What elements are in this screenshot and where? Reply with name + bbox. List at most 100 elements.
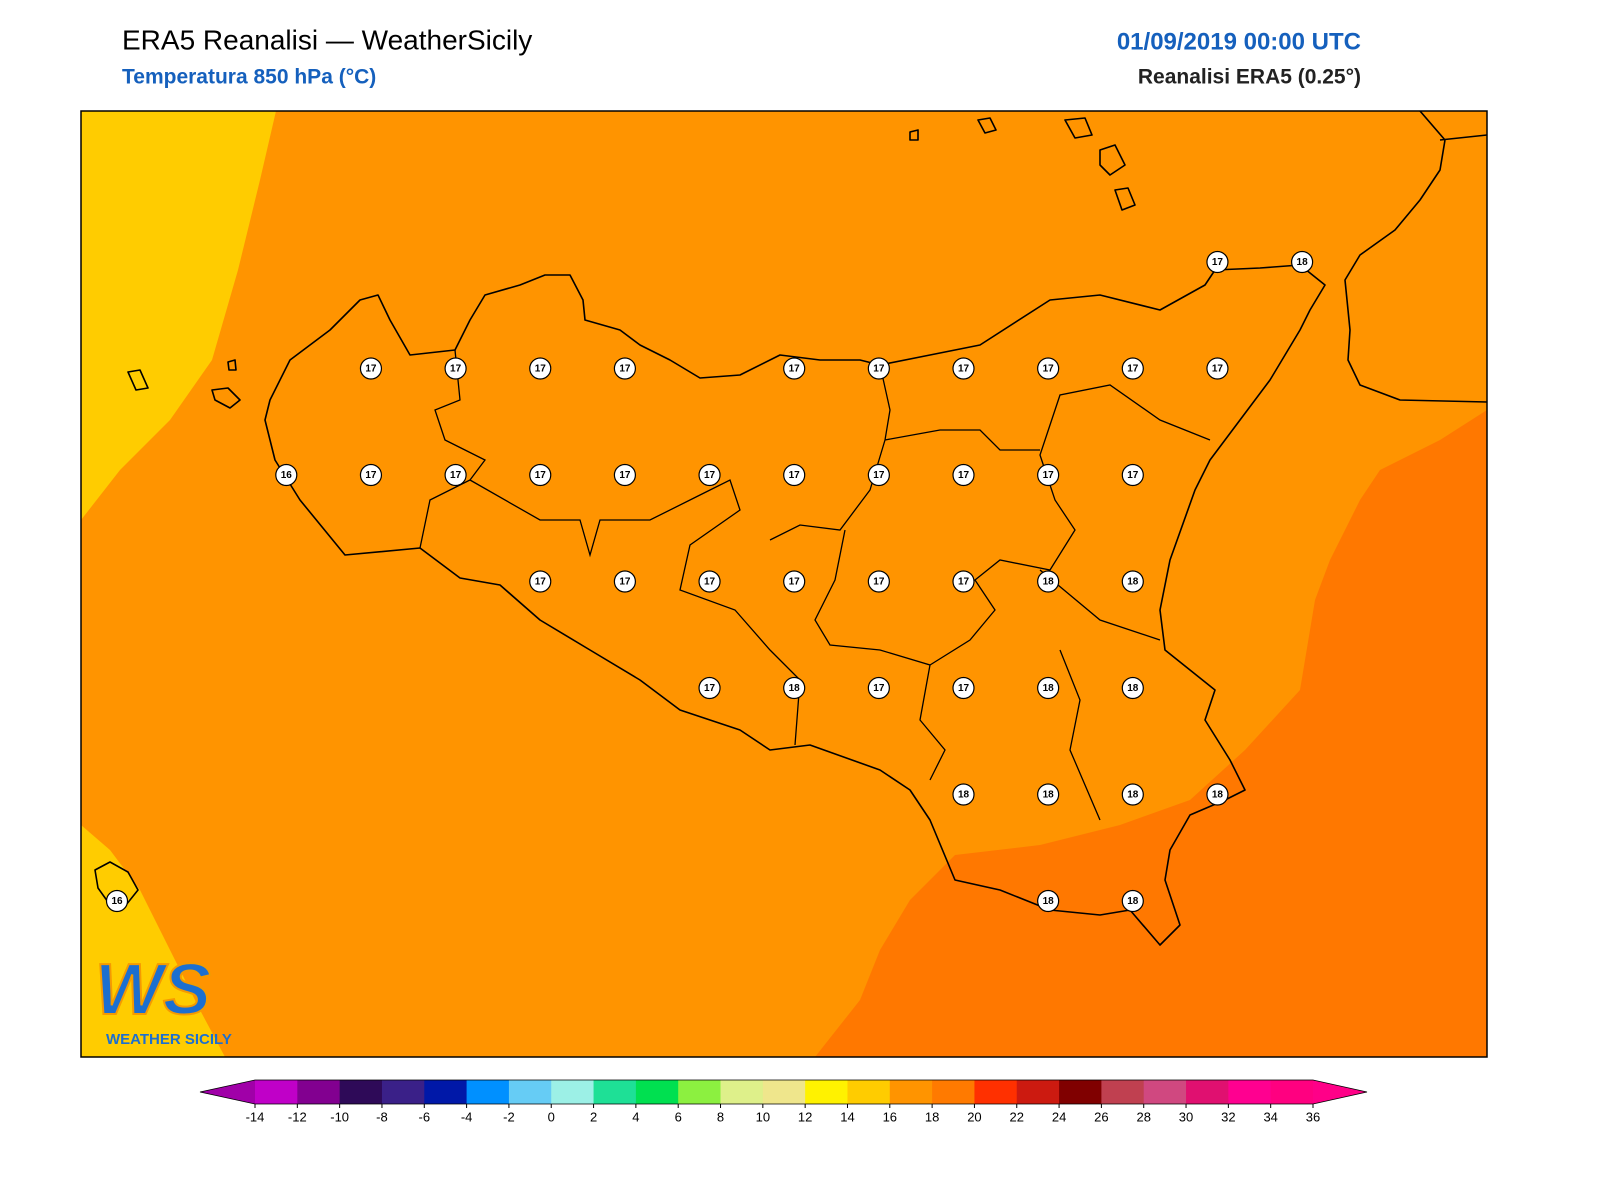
colorbar-tick-label: 30: [1179, 1109, 1193, 1124]
logo: WS WEATHER SICILY: [94, 949, 232, 1048]
station-value: 17: [873, 683, 885, 694]
colorbar-segment: [381, 1080, 425, 1104]
colorbar-tick-label: 20: [967, 1109, 981, 1124]
station-marker: [1037, 676, 1060, 700]
station-marker: [1037, 783, 1060, 806]
station-value: 18: [1043, 683, 1055, 694]
station-value: 18: [1127, 577, 1139, 588]
station-value: 18: [1297, 257, 1309, 268]
station-value: 18: [1043, 577, 1055, 588]
station-marker: [275, 463, 298, 487]
station-value: 17: [450, 364, 462, 375]
station-value: 17: [873, 577, 885, 588]
colorbar-tick-label: -6: [418, 1109, 430, 1124]
station-marker: [1037, 463, 1060, 487]
station-marker: [1121, 889, 1144, 913]
station-marker: [952, 783, 975, 806]
colorbar-segment: [424, 1080, 468, 1104]
colorbar-segment: [508, 1080, 552, 1104]
station-marker: [698, 676, 721, 700]
colorbar-tick-label: 36: [1306, 1109, 1320, 1124]
date: 01/09/2019 00:00 UTC: [1117, 28, 1361, 55]
station-marker: [698, 570, 721, 593]
colorbar-tick-label: -8: [376, 1109, 388, 1124]
colorbar-segment: [678, 1080, 722, 1104]
station-marker: [783, 463, 806, 487]
station-marker: [444, 463, 467, 487]
colorbar-tick-label: 24: [1052, 1109, 1066, 1124]
station-marker: [1037, 889, 1060, 913]
station-marker: [1037, 570, 1060, 593]
colorbar-segment: [255, 1080, 298, 1104]
station-value: 17: [873, 364, 885, 375]
map-frame: [80, 110, 1488, 1058]
colorbar-tick-label: 32: [1221, 1109, 1235, 1124]
station-value: 17: [619, 577, 631, 588]
colorbar-segment: [593, 1080, 637, 1104]
colorbar-segment: [466, 1080, 510, 1104]
station-value: 16: [111, 896, 123, 907]
station-value: 17: [365, 364, 377, 375]
colorbar-segment: [805, 1080, 848, 1104]
colorbar-tick-label: 14: [840, 1109, 854, 1124]
station-marker: [952, 570, 975, 593]
colorbar-segment: [339, 1080, 383, 1104]
title: ERA5 Reanalisi — WeatherSicily: [122, 24, 532, 55]
colorbar-segment: [1101, 1080, 1145, 1104]
colorbar-segment: [1186, 1080, 1229, 1104]
station-marker: [952, 357, 975, 380]
station-value: 17: [704, 470, 716, 481]
station-marker: [359, 463, 383, 487]
station-marker: [613, 463, 637, 487]
colorbar-segment: [1270, 1080, 1314, 1104]
colorbar-extend-high: [1313, 1080, 1367, 1104]
colorbar-segment: [1143, 1080, 1187, 1104]
colorbar-tick-label: 28: [1136, 1109, 1150, 1124]
station-value: 17: [789, 364, 801, 375]
station-marker: [867, 357, 890, 380]
station-marker: [105, 889, 129, 913]
station-marker: [698, 463, 721, 487]
temperature-field: [81, 111, 1487, 1057]
colorbar-segment: [551, 1080, 595, 1104]
logo-text: WEATHER SICILY: [106, 1031, 232, 1048]
station-marker: [1206, 250, 1229, 274]
station-marker: [1290, 250, 1314, 274]
station-value: 17: [450, 470, 462, 481]
station-value: 18: [958, 790, 970, 801]
station-marker: [783, 676, 806, 700]
colorbar-segment: [974, 1080, 1018, 1104]
station-value: 17: [619, 470, 631, 481]
station-marker: [952, 676, 975, 700]
colorbar-tick-label: -4: [461, 1109, 473, 1124]
colorbar-tick-label: -2: [503, 1109, 515, 1124]
station-marker: [952, 463, 975, 487]
colorbar-segment: [720, 1080, 764, 1104]
field-18-20: [815, 410, 1487, 1057]
island: [94, 117, 1136, 906]
station-value: 17: [535, 577, 547, 588]
station-marker: [1121, 783, 1144, 806]
station-marker: [1206, 357, 1229, 380]
station-labels: 17 18 17 17 17 17 17 17 17 17 17 17 16 17 17 17 17 17 17 17…: [105, 250, 1314, 913]
colorbar-tick-label: 34: [1263, 1109, 1277, 1124]
station-marker: [1121, 463, 1144, 487]
station-value: 17: [958, 683, 970, 694]
station-value: 17: [1212, 364, 1224, 375]
colorbar: -14 -12 -10 -8 -6 -4 -2 0 2 4 6 8 10 12 14 16 18 20 22 24 26…: [199, 1079, 1368, 1124]
station-marker: [1121, 357, 1144, 380]
station-value: 18: [1127, 683, 1139, 694]
logo-mark: WS: [95, 950, 211, 1030]
field-14-16: [81, 825, 225, 1057]
station-value: 17: [1127, 470, 1139, 481]
station-marker: [444, 357, 467, 380]
colorbar-tick-label: 16: [883, 1109, 897, 1124]
colorbar-tick-label: -14: [246, 1109, 265, 1124]
station-value: 17: [535, 364, 547, 375]
station-value: 18: [789, 683, 801, 694]
colorbar-segment: [1228, 1080, 1272, 1104]
station-marker: [613, 357, 637, 380]
station-value: 17: [704, 577, 716, 588]
colorbar-tick-label: 26: [1094, 1109, 1108, 1124]
